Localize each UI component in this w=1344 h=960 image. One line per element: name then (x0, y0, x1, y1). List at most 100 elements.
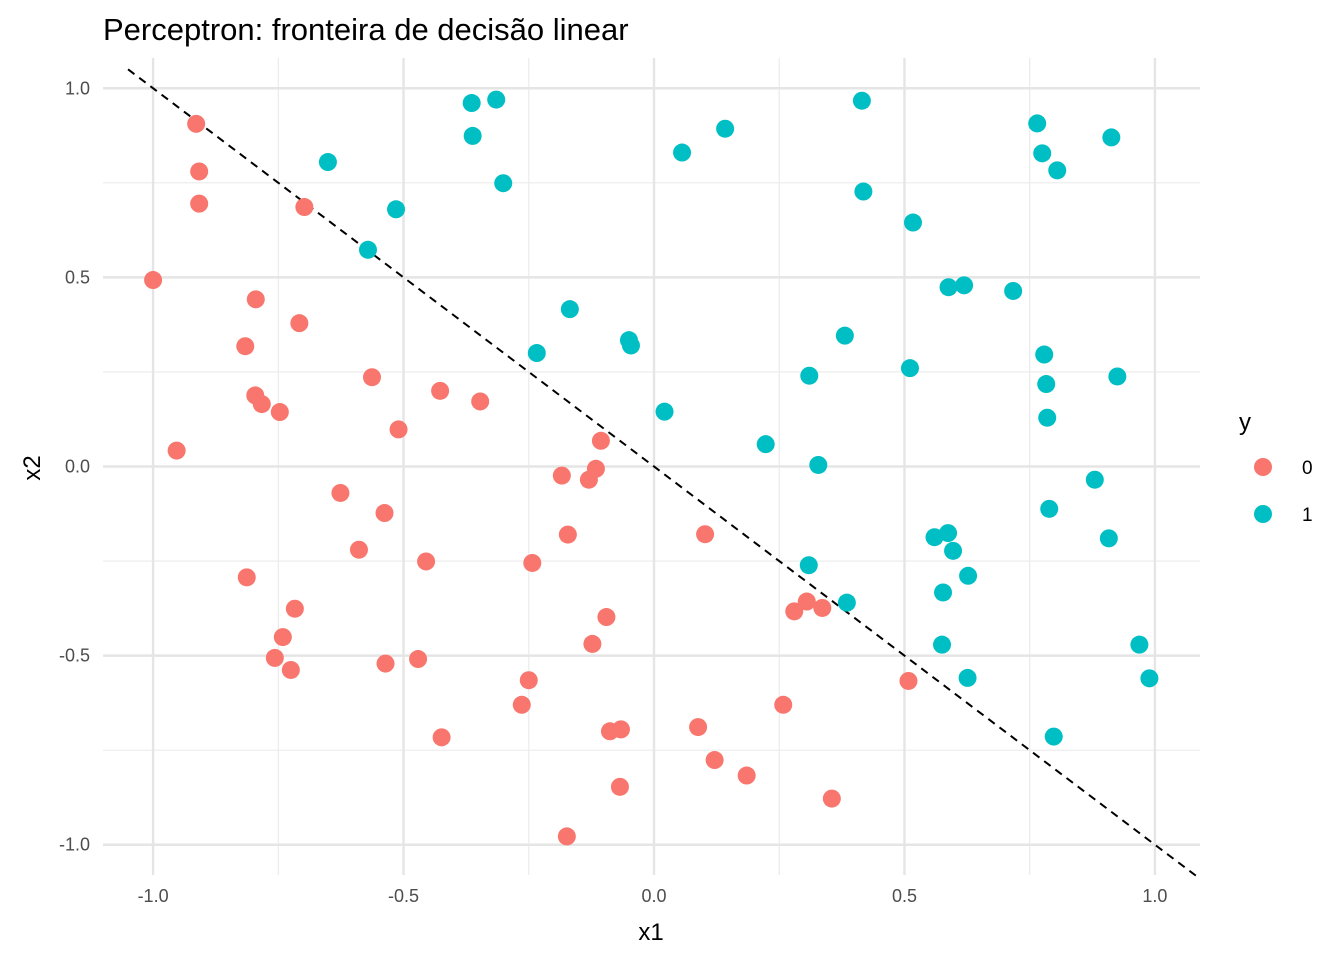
data-point-class-0 (409, 650, 428, 669)
data-point-class-1 (1040, 499, 1059, 518)
data-point-class-0 (281, 660, 300, 679)
y-tick-label: -1.0 (59, 835, 90, 855)
data-point-class-0 (610, 777, 629, 796)
data-point-class-0 (190, 162, 209, 181)
data-point-class-1 (621, 336, 640, 355)
data-point-class-1 (1035, 345, 1054, 364)
data-point-class-0 (187, 114, 206, 133)
data-point-class-1 (1033, 144, 1052, 163)
legend-key-1 (1254, 505, 1272, 523)
data-point-class-1 (1130, 635, 1149, 654)
data-point-class-0 (389, 420, 408, 439)
data-point-class-1 (487, 90, 506, 109)
data-point-class-1 (527, 344, 546, 363)
data-point-class-0 (432, 728, 451, 747)
data-point-class-1 (939, 524, 958, 543)
x-tick-label: 0.5 (892, 886, 917, 906)
data-point-class-0 (899, 671, 918, 690)
data-point-class-1 (959, 566, 978, 585)
y-tick-label: 0.0 (65, 457, 90, 477)
data-point-class-1 (494, 174, 513, 193)
legend-label-1: 1 (1302, 505, 1313, 526)
data-point-class-0 (252, 395, 271, 414)
data-point-class-0 (417, 552, 436, 571)
data-point-class-0 (471, 392, 490, 411)
y-axis-title: x2 (19, 455, 46, 480)
data-point-class-1 (716, 119, 735, 138)
data-point-class-0 (785, 602, 804, 621)
data-point-class-1 (318, 153, 337, 172)
data-point-class-0 (362, 368, 381, 387)
data-point-class-1 (387, 200, 406, 219)
x-tick-label: 1.0 (1142, 886, 1167, 906)
data-point-class-1 (939, 278, 958, 297)
data-point-class-1 (462, 94, 481, 113)
y-tick-label: -0.5 (59, 646, 90, 666)
x-tick-label: 0.0 (641, 886, 666, 906)
data-point-class-1 (1102, 128, 1121, 147)
data-point-class-0 (237, 568, 256, 587)
data-point-class-0 (822, 789, 841, 808)
data-point-class-1 (800, 366, 819, 385)
data-points (144, 90, 1159, 846)
data-point-class-0 (236, 337, 255, 356)
data-point-class-0 (431, 381, 450, 400)
data-point-class-0 (331, 483, 350, 502)
data-point-class-1 (933, 635, 952, 654)
data-point-class-1 (835, 326, 854, 345)
x-axis-title: x1 (638, 919, 663, 946)
data-point-class-0 (376, 654, 395, 673)
data-point-class-0 (689, 718, 708, 737)
data-point-class-0 (705, 751, 724, 770)
data-point-class-0 (265, 648, 284, 667)
data-point-class-0 (579, 470, 598, 489)
data-point-class-0 (797, 592, 816, 611)
data-point-class-1 (1140, 669, 1159, 688)
data-point-class-0 (737, 766, 756, 785)
data-point-class-1 (1048, 161, 1067, 180)
y-tick-label: 1.0 (65, 78, 90, 98)
data-point-class-0 (583, 634, 602, 653)
x-tick-label: -1.0 (138, 886, 169, 906)
x-tick-label: -0.5 (388, 886, 419, 906)
chart-title: Perceptron: fronteira de decisão linear (103, 12, 629, 47)
data-point-class-1 (944, 541, 963, 560)
data-point-class-0 (144, 271, 163, 290)
data-point-class-1 (799, 556, 818, 575)
data-point-class-0 (246, 290, 265, 309)
data-point-class-1 (358, 240, 377, 259)
data-point-class-0 (597, 608, 616, 627)
data-point-class-1 (1038, 408, 1057, 427)
data-point-class-1 (852, 91, 871, 110)
data-point-class-0 (285, 599, 304, 618)
data-point-class-1 (463, 126, 482, 145)
data-point-class-0 (552, 466, 571, 485)
data-point-class-1 (560, 300, 579, 319)
data-point-class-0 (349, 540, 368, 559)
data-point-class-0 (270, 403, 289, 422)
data-point-class-1 (1044, 727, 1063, 746)
data-point-class-1 (1108, 367, 1127, 386)
data-point-class-1 (809, 455, 828, 474)
data-point-class-0 (167, 441, 186, 460)
data-point-class-1 (837, 593, 856, 612)
data-point-class-1 (756, 435, 775, 454)
decision-boundary (127, 68, 1201, 880)
data-point-class-1 (955, 276, 974, 295)
data-point-class-1 (925, 528, 944, 547)
data-point-class-0 (523, 553, 542, 572)
data-point-class-1 (1099, 529, 1118, 548)
data-point-class-1 (900, 359, 919, 378)
data-point-class-0 (190, 194, 209, 213)
data-point-class-1 (1004, 281, 1023, 300)
legend: y 0 1 (1239, 409, 1313, 526)
data-point-class-0 (558, 525, 577, 544)
decision-boundary-line (127, 68, 1201, 880)
data-point-class-0 (273, 628, 292, 647)
data-point-class-0 (591, 431, 610, 450)
data-point-class-1 (673, 143, 692, 162)
y-axis-ticks: -1.0 -0.5 0.0 0.5 1.0 (59, 78, 90, 854)
data-point-class-0 (557, 827, 576, 846)
data-point-class-0 (696, 525, 715, 544)
